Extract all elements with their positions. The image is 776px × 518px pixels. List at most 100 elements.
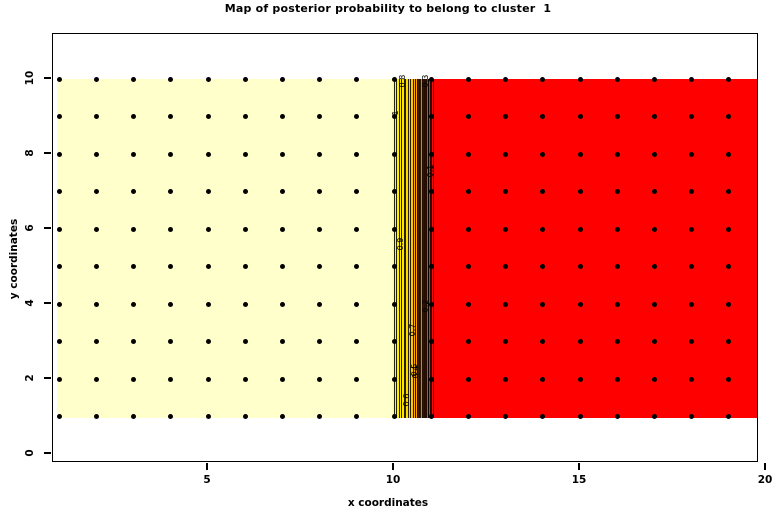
data-point [428,301,434,307]
y-axis-tick [44,452,51,454]
data-point [93,151,99,157]
data-point [614,264,620,269]
data-point [465,189,471,194]
data-point [131,264,137,269]
data-point [168,339,174,344]
contour-line [422,79,424,418]
data-point [577,264,583,269]
data-point [689,414,695,419]
data-point [391,76,397,82]
posterior-color-field [57,79,757,418]
data-point [651,376,657,382]
data-point [465,76,471,82]
data-point [168,376,174,382]
data-point [540,264,546,269]
data-point [168,226,174,232]
data-point [56,76,62,82]
data-point [689,151,695,157]
data-point [317,189,323,194]
data-point [391,301,397,307]
page-title: Map of posterior probability to belong t… [224,2,552,15]
data-point [726,301,732,307]
data-point [614,151,620,157]
contour-line [432,79,434,418]
data-point [93,301,99,307]
data-point [651,76,657,82]
contour-label: 0.2 [420,299,430,313]
data-point [465,151,471,157]
data-point [354,376,360,382]
data-point [317,151,323,157]
data-point [242,264,248,269]
contour-line [420,79,422,418]
data-point [651,226,657,232]
data-point [726,114,732,119]
data-point [614,76,620,82]
data-point [168,114,174,119]
contour-label: 0.4 [411,365,421,378]
contour-line [396,79,398,418]
y-axis-tick [44,227,51,229]
x-axis-tick [392,463,394,470]
contour-line [423,79,425,418]
contour-line [417,79,419,418]
data-point [428,226,434,232]
data-point [93,76,99,82]
data-point [168,151,174,157]
data-point [614,414,620,419]
data-point [391,376,397,382]
data-point [651,189,657,194]
data-point [391,151,397,157]
data-point [614,226,620,232]
data-point [503,151,509,157]
data-point [465,414,471,419]
data-point [726,414,732,419]
data-point [391,189,397,194]
data-point [205,189,211,194]
contour-line [426,79,428,418]
data-point [279,339,285,344]
data-point [93,189,99,194]
contour-label: 0.8 [398,74,408,88]
data-point [205,226,211,232]
data-point [56,114,62,119]
data-point [354,189,360,194]
data-point [689,376,695,382]
data-point [503,264,509,269]
data-point [577,414,583,419]
data-point [242,76,248,82]
data-point [56,339,62,344]
data-point [317,301,323,307]
data-point [651,264,657,269]
data-point [689,301,695,307]
data-point [131,151,137,157]
data-point [503,189,509,194]
data-point [242,414,248,419]
data-point [465,226,471,232]
y-axis-tick-label: 4 [24,299,36,307]
y-axis-tick [44,77,51,79]
contour-label: 0.1 [426,164,436,178]
data-point [242,301,248,307]
data-point [131,114,137,119]
data-point [689,264,695,269]
data-point [168,76,174,82]
data-point [242,226,248,232]
data-point [168,414,174,419]
data-point [242,339,248,344]
data-point [242,151,248,157]
data-point [503,414,509,419]
contour-line [414,79,416,418]
data-point [354,226,360,232]
data-point [428,414,434,419]
data-point [540,114,546,119]
data-point [205,264,211,269]
data-point [391,114,397,119]
data-point [354,301,360,307]
contour-line [421,79,423,418]
x-axis-title: x coordinates [347,497,429,509]
plot-frame: 1 0.8 0.3 0.1 0.9 0.2 0.7 0.5 0.4 0.6 [52,33,758,462]
contour-line [398,79,400,418]
data-point [56,376,62,382]
data-point [131,226,137,232]
